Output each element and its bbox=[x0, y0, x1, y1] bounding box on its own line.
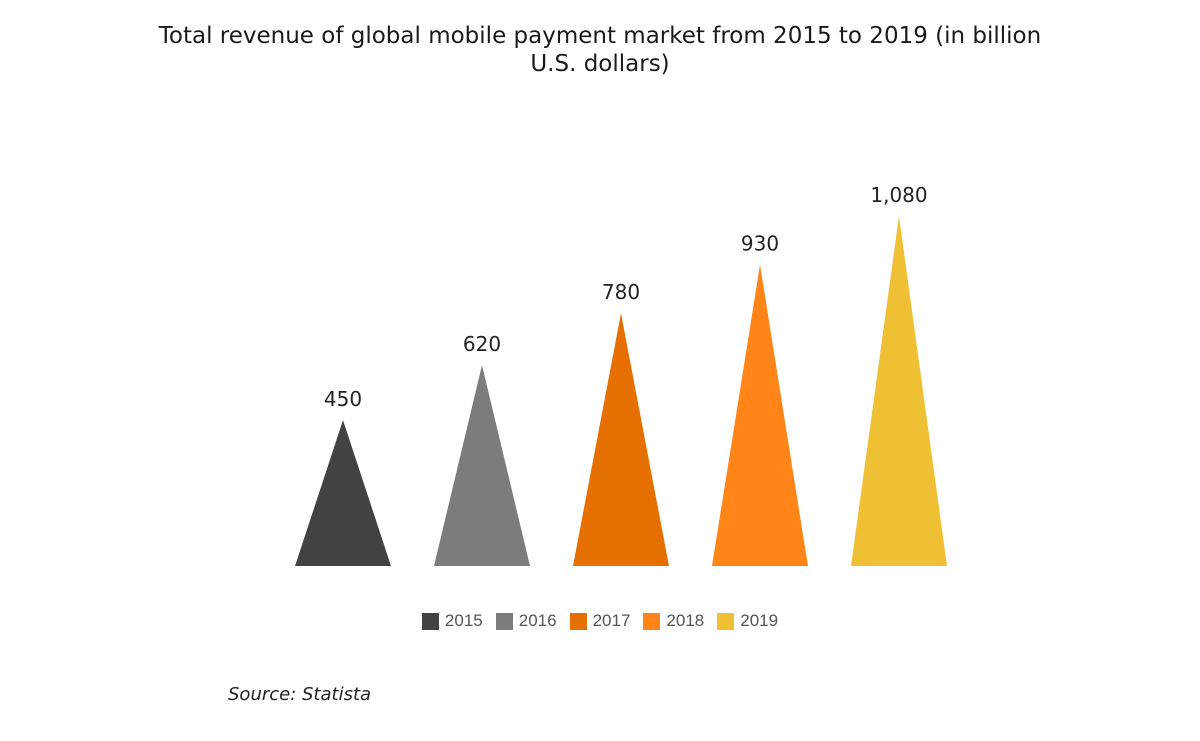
data-label-2018: 930 bbox=[741, 232, 779, 256]
legend-item-2018: 2018 bbox=[643, 611, 704, 631]
data-label-2015: 450 bbox=[324, 387, 362, 411]
data-label-2019: 1,080 bbox=[870, 183, 927, 207]
legend-swatch bbox=[643, 612, 661, 630]
legend-label: 2017 bbox=[592, 611, 631, 630]
data-label-2017: 780 bbox=[602, 280, 640, 304]
chart-legend: 2015 2016 2017 2018 2019 bbox=[0, 611, 1200, 631]
bar-2015 bbox=[295, 420, 391, 566]
source-note: Source: Statista bbox=[228, 684, 372, 705]
legend-item-2015: 2015 bbox=[421, 611, 483, 631]
legend-item-2016: 2016 bbox=[495, 611, 557, 631]
legend-label: 2015 bbox=[444, 611, 483, 630]
legend-swatch bbox=[421, 612, 439, 630]
legend-label: 2016 bbox=[518, 611, 557, 630]
legend-label: 2019 bbox=[740, 611, 779, 630]
bar-2019 bbox=[851, 216, 947, 566]
legend-item-2019: 2019 bbox=[717, 611, 778, 631]
bar-2017 bbox=[573, 313, 669, 566]
legend-item-2017: 2017 bbox=[569, 611, 631, 631]
legend-label: 2018 bbox=[666, 611, 705, 630]
data-label-2016: 620 bbox=[463, 332, 501, 356]
chart-title: Total revenue of global mobile payment m… bbox=[158, 23, 1042, 77]
legend-swatch bbox=[495, 612, 513, 630]
legend-swatch bbox=[717, 612, 735, 630]
bar-2018 bbox=[712, 264, 808, 566]
bar-2016 bbox=[434, 365, 530, 566]
legend-swatch bbox=[569, 612, 587, 630]
